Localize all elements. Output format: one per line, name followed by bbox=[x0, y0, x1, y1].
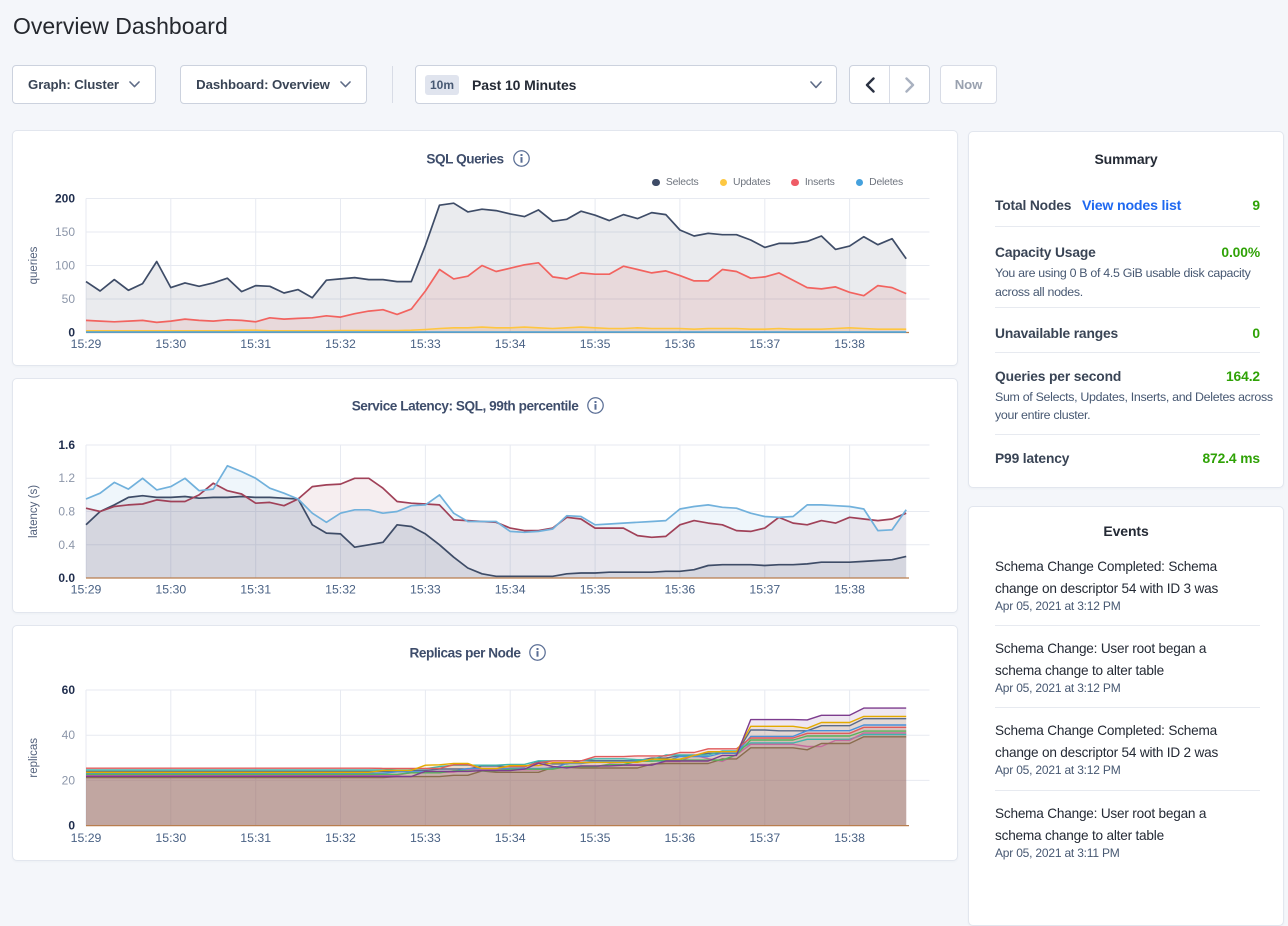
svg-text:15:35: 15:35 bbox=[580, 583, 611, 597]
svg-text:15:30: 15:30 bbox=[155, 583, 186, 597]
svg-text:0.8: 0.8 bbox=[58, 505, 75, 519]
svg-text:15:38: 15:38 bbox=[834, 831, 865, 845]
svg-text:150: 150 bbox=[55, 225, 75, 239]
svg-text:1.2: 1.2 bbox=[58, 471, 75, 485]
svg-text:15:38: 15:38 bbox=[834, 337, 865, 351]
svg-text:queries: queries bbox=[28, 246, 40, 284]
svg-text:15:35: 15:35 bbox=[580, 831, 611, 845]
svg-text:15:29: 15:29 bbox=[71, 831, 102, 845]
svg-text:100: 100 bbox=[55, 259, 75, 273]
svg-text:0.0: 0.0 bbox=[58, 571, 75, 585]
svg-text:15:34: 15:34 bbox=[495, 831, 526, 845]
svg-text:200: 200 bbox=[55, 192, 75, 206]
svg-text:15:32: 15:32 bbox=[325, 583, 356, 597]
svg-text:15:32: 15:32 bbox=[325, 831, 356, 845]
svg-text:latency (s): latency (s) bbox=[28, 485, 40, 538]
svg-text:15:36: 15:36 bbox=[665, 583, 696, 597]
svg-text:0: 0 bbox=[68, 326, 75, 340]
svg-text:replicas: replicas bbox=[28, 738, 40, 778]
svg-text:15:30: 15:30 bbox=[155, 337, 186, 351]
svg-text:0.4: 0.4 bbox=[58, 538, 75, 552]
svg-text:15:36: 15:36 bbox=[665, 337, 696, 351]
svg-text:15:29: 15:29 bbox=[71, 583, 102, 597]
svg-text:20: 20 bbox=[62, 773, 76, 787]
svg-text:15:29: 15:29 bbox=[71, 337, 102, 351]
svg-text:15:31: 15:31 bbox=[240, 831, 271, 845]
svg-text:40: 40 bbox=[62, 728, 76, 742]
svg-text:15:34: 15:34 bbox=[495, 583, 526, 597]
svg-text:15:38: 15:38 bbox=[834, 583, 865, 597]
svg-text:15:37: 15:37 bbox=[749, 583, 780, 597]
svg-text:15:30: 15:30 bbox=[155, 831, 186, 845]
svg-text:15:31: 15:31 bbox=[240, 583, 271, 597]
svg-text:15:33: 15:33 bbox=[410, 831, 441, 845]
svg-text:0: 0 bbox=[68, 819, 75, 833]
svg-text:15:32: 15:32 bbox=[325, 337, 356, 351]
svg-text:15:37: 15:37 bbox=[749, 337, 780, 351]
svg-text:15:36: 15:36 bbox=[665, 831, 696, 845]
svg-text:50: 50 bbox=[62, 292, 76, 306]
svg-text:15:33: 15:33 bbox=[410, 583, 441, 597]
svg-text:60: 60 bbox=[62, 683, 76, 697]
svg-text:15:35: 15:35 bbox=[580, 337, 611, 351]
svg-text:15:33: 15:33 bbox=[410, 337, 441, 351]
svg-text:15:31: 15:31 bbox=[240, 337, 271, 351]
svg-text:15:37: 15:37 bbox=[749, 831, 780, 845]
svg-text:1.6: 1.6 bbox=[58, 438, 75, 452]
svg-text:15:34: 15:34 bbox=[495, 337, 526, 351]
